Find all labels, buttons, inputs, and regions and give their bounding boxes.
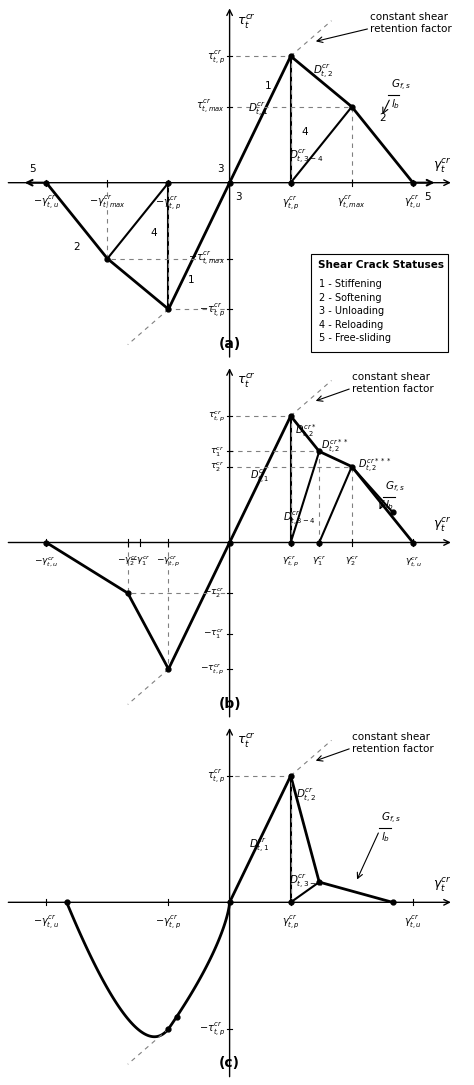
Text: $\gamma_2^{cr}$: $\gamma_2^{cr}$ — [345, 553, 359, 567]
Text: 5: 5 — [424, 192, 430, 202]
Text: 3: 3 — [235, 192, 242, 202]
Text: $G_{f,s}$: $G_{f,s}$ — [385, 481, 405, 496]
Text: $-\tau_{t,p}^{cr}$: $-\tau_{t,p}^{cr}$ — [201, 662, 225, 676]
Text: $\gamma_{t,u}^{cr}$: $\gamma_{t,u}^{cr}$ — [404, 914, 422, 931]
Text: $\gamma_{t,max}^{cr}$: $\gamma_{t,max}^{cr}$ — [337, 194, 366, 212]
Text: $-\gamma_{t,p}^{cr}$: $-\gamma_{t,p}^{cr}$ — [155, 194, 182, 210]
Text: $\tau_{t,max}^{cr}$: $\tau_{t,max}^{cr}$ — [196, 98, 225, 115]
Text: $D_{t,3-4}^{cr}$: $D_{t,3-4}^{cr}$ — [289, 872, 323, 890]
FancyBboxPatch shape — [311, 254, 447, 353]
Text: $\tau_t^{cr}$: $\tau_t^{cr}$ — [237, 12, 256, 29]
Text: $D_{t,2}^{cr***}$: $D_{t,2}^{cr***}$ — [358, 457, 392, 474]
Text: $l_b$: $l_b$ — [391, 98, 400, 111]
Text: $l_b$: $l_b$ — [381, 831, 390, 844]
Text: 5 - Free-sliding: 5 - Free-sliding — [319, 333, 391, 344]
Text: $D_{t,2}^{cr}$: $D_{t,2}^{cr}$ — [313, 63, 334, 80]
Text: $\gamma_{t,u}^{cr}$: $\gamma_{t,u}^{cr}$ — [404, 553, 421, 567]
Text: $-\gamma_{t,p}^{cr}$: $-\gamma_{t,p}^{cr}$ — [156, 553, 181, 569]
Text: constant shear
retention factor: constant shear retention factor — [370, 12, 452, 34]
Text: $-\gamma_{t,u}^{cr}$: $-\gamma_{t,u}^{cr}$ — [33, 914, 59, 931]
Text: $\tau_t^{cr}$: $\tau_t^{cr}$ — [237, 731, 256, 750]
Text: $-\gamma_{t,p}^{cr}$: $-\gamma_{t,p}^{cr}$ — [155, 914, 182, 930]
Text: 3 - Unloading: 3 - Unloading — [319, 306, 384, 316]
Text: $-\tau_{t,max}^{cr}$: $-\tau_{t,max}^{cr}$ — [188, 250, 225, 267]
Text: $D_{t,1}^{cr}$: $D_{t,1}^{cr}$ — [250, 468, 269, 485]
Text: (a): (a) — [219, 336, 241, 350]
Text: $D_{t,1}^{cr}$: $D_{t,1}^{cr}$ — [248, 101, 268, 118]
Text: $-\tau_{t,p}^{cr}$: $-\tau_{t,p}^{cr}$ — [199, 301, 225, 318]
Text: $\gamma_t^{cr}$: $\gamma_t^{cr}$ — [433, 876, 452, 893]
Text: $D_{t,3-4}^{cr}$: $D_{t,3-4}^{cr}$ — [283, 510, 315, 527]
Text: $G_{f,s}$: $G_{f,s}$ — [381, 812, 401, 827]
Text: $\gamma_{t,p}^{cr}$: $\gamma_{t,p}^{cr}$ — [283, 553, 299, 569]
Text: $-\gamma_{t,max}^{cr}$: $-\gamma_{t,max}^{cr}$ — [89, 194, 126, 212]
Text: $\tau_{t,p}^{cr}$: $\tau_{t,p}^{cr}$ — [208, 409, 225, 423]
Text: $G_{f,s}$: $G_{f,s}$ — [391, 78, 410, 93]
Text: $\gamma_{t,u}^{cr}$: $\gamma_{t,u}^{cr}$ — [404, 194, 422, 212]
Text: 1: 1 — [265, 80, 272, 90]
Text: $\tau_1^{cr}$: $\tau_1^{cr}$ — [210, 444, 225, 459]
Text: $\gamma_t^{cr}$: $\gamma_t^{cr}$ — [433, 515, 452, 534]
Text: (c): (c) — [219, 1057, 240, 1070]
Text: $-\gamma_2^{cr}$: $-\gamma_2^{cr}$ — [117, 553, 138, 567]
Text: $\gamma_{t,p}^{cr}$: $\gamma_{t,p}^{cr}$ — [282, 194, 300, 210]
Text: 2 - Softening: 2 - Softening — [319, 293, 382, 303]
Text: constant shear
retention factor: constant shear retention factor — [352, 732, 434, 754]
Text: $\gamma_{t,p}^{cr}$: $\gamma_{t,p}^{cr}$ — [282, 914, 300, 930]
Text: $D_{t,2}^{cr**}$: $D_{t,2}^{cr**}$ — [321, 438, 349, 457]
Text: 5: 5 — [29, 164, 36, 174]
Text: 2: 2 — [73, 242, 80, 253]
Text: (b): (b) — [219, 697, 241, 711]
Text: $\gamma_t^{cr}$: $\gamma_t^{cr}$ — [433, 155, 452, 174]
Text: $-\tau_1^{cr}$: $-\tau_1^{cr}$ — [203, 626, 225, 641]
Text: 2: 2 — [379, 113, 386, 123]
Text: 1: 1 — [188, 275, 194, 285]
Text: 1 - Stiffening: 1 - Stiffening — [319, 279, 382, 289]
Text: $-\gamma_{t,u}^{cr}$: $-\gamma_{t,u}^{cr}$ — [33, 194, 59, 212]
Text: $\tau_2^{cr}$: $\tau_2^{cr}$ — [210, 459, 225, 474]
Text: 3: 3 — [218, 164, 224, 174]
Text: Shear Crack Statuses: Shear Crack Statuses — [318, 260, 444, 270]
Text: $\gamma_1^{cr}$: $\gamma_1^{cr}$ — [312, 553, 326, 567]
Text: $D_{t,1}^{cr}$: $D_{t,1}^{cr}$ — [249, 837, 270, 854]
Text: $-\tau_2^{cr}$: $-\tau_2^{cr}$ — [203, 586, 225, 600]
Text: 4: 4 — [301, 127, 308, 137]
Text: $D_{t,3-4}^{cr}$: $D_{t,3-4}^{cr}$ — [289, 148, 323, 165]
Text: $-\gamma_1^{cr}$: $-\gamma_1^{cr}$ — [129, 553, 151, 567]
Text: $-\gamma_{t,u}^{cr}$: $-\gamma_{t,u}^{cr}$ — [34, 553, 58, 567]
Text: $D_{t,2}^{cr}$: $D_{t,2}^{cr}$ — [296, 787, 316, 804]
Text: $D_{t,2}^{cr*}$: $D_{t,2}^{cr*}$ — [295, 423, 316, 442]
Text: $\tau_{t,p}^{cr}$: $\tau_{t,p}^{cr}$ — [207, 767, 225, 784]
Text: 4: 4 — [151, 228, 157, 239]
Text: $\tau_{t,p}^{cr}$: $\tau_{t,p}^{cr}$ — [207, 48, 225, 64]
Text: $\tau_t^{cr}$: $\tau_t^{cr}$ — [237, 371, 256, 390]
Text: constant shear
retention factor: constant shear retention factor — [352, 372, 434, 394]
Text: 4 - Reloading: 4 - Reloading — [319, 320, 383, 330]
Text: $-\tau_{t,p}^{cr}$: $-\tau_{t,p}^{cr}$ — [199, 1021, 225, 1037]
Text: $l_b$: $l_b$ — [385, 499, 394, 512]
